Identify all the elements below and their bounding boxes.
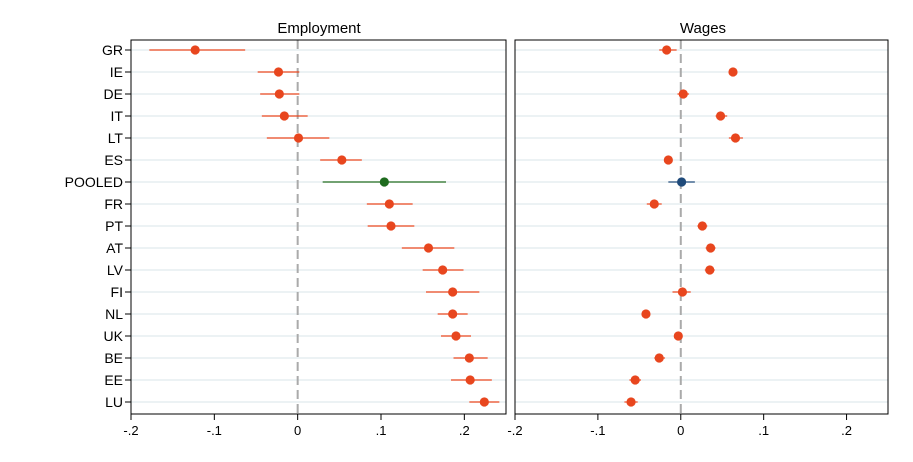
x-tick-label: -.1 [207,423,222,438]
x-tick-label: -.2 [123,423,138,438]
employment-point-nl [448,309,458,319]
wages-point-fi [677,287,688,297]
category-label-fi: FI [111,284,123,300]
wages-point-lv [705,265,715,275]
employment-point-lu [479,397,489,407]
employment-point-es [337,155,347,165]
x-tick-label: 0 [294,423,301,438]
x-tick-label: .1 [758,423,769,438]
category-label-fr: FR [104,196,123,212]
x-tick-label: .2 [459,423,470,438]
category-label-lu: LU [105,394,123,410]
category-label-ee: EE [104,372,123,388]
wages-point-de [678,89,688,99]
wages-point-be [654,353,664,363]
employment-point-fr [384,199,394,209]
x-tick-label: -.1 [590,423,605,438]
category-label-lt: LT [108,130,124,146]
wages-point-lu [626,397,636,407]
wages-point-gr [662,45,672,55]
wages-point-ie [728,67,738,77]
employment-plot-area [131,40,506,414]
wages-point-fr [649,199,659,209]
employment-point-pooled [379,177,389,187]
employment-point-uk [451,331,461,341]
employment-point-be [464,353,474,363]
employment-point-ie [273,67,284,77]
category-label-uk: UK [104,328,124,344]
category-labels: GR IE DE IT LT ES POOLED FR PT AT LV FI NL UK BE EE LU [65,42,131,410]
employment-panel: -.2 -.1 0 .1 .2 [123,39,507,438]
category-label-nl: NL [105,306,123,322]
wages-point-ee [630,375,640,385]
wages-point-uk [673,331,683,341]
employment-point-lt [293,133,304,143]
wages-point-nl [641,309,651,319]
wages-point-lt [730,133,741,143]
category-label-be: BE [104,350,123,366]
wages-point-pt [697,221,707,231]
category-label-it: IT [111,108,124,124]
wages-point-es [663,155,673,165]
category-label-pt: PT [105,218,123,234]
employment-point-de [274,89,284,99]
wages-point-pooled [677,177,687,187]
category-label-lv: LV [107,262,124,278]
x-tick-label: .2 [841,423,852,438]
panel-title-employment: Employment [277,20,361,37]
x-tick-label: -.2 [507,423,522,438]
wages-plot-frame [514,39,889,415]
wages-panel: -.2 -.1 0 .1 .2 [507,39,889,438]
x-tick-label: .1 [376,423,387,438]
employment-point-lv [438,265,448,275]
employment-point-it [279,111,289,121]
employment-point-ee [465,375,475,385]
employment-plot-frame [130,39,507,415]
employment-point-pt [386,221,396,231]
employment-point-at [423,243,434,253]
panel-title-wages: Wages [680,20,726,37]
employment-point-fi [448,287,458,297]
wages-point-at [706,243,716,253]
category-label-de: DE [104,86,123,102]
category-label-pooled: POOLED [65,174,123,190]
employment-point-gr [190,45,200,55]
category-label-gr: GR [102,42,123,58]
wages-point-it [715,111,726,121]
category-label-es: ES [104,152,123,168]
x-tick-label: 0 [677,423,684,438]
category-label-ie: IE [110,64,123,80]
category-label-at: AT [106,240,123,256]
